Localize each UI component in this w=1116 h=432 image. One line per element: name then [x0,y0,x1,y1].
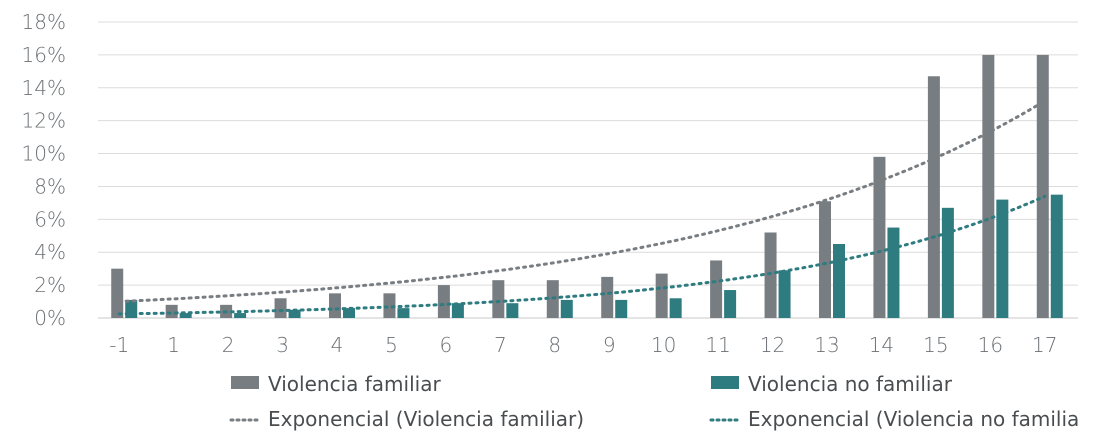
bar-violencia-familiar [165,304,178,318]
legend-swatch-violencia-no-familiar [711,376,739,389]
x-tick-label: 13 [814,333,839,357]
bar-violencia-no-familiar [451,303,464,318]
legend-label-exp-familiar: Exponencial (Violencia familiar) [268,407,584,431]
y-tick-label: 8% [34,174,66,198]
bar-violencia-no-familiar [669,298,682,318]
bar-violencia-no-familiar [1050,194,1063,318]
bar-violencia-familiar [383,293,396,318]
y-tick-label: 16% [22,43,66,67]
bar-violencia-no-familiar [724,290,737,318]
bar-violencia-no-familiar [887,227,900,318]
x-tick-label: 4 [331,333,344,357]
gridlines [98,21,1078,319]
x-tick-label: 5 [385,333,398,357]
bar-violencia-no-familiar [506,303,519,318]
bar-violencia-familiar [873,156,886,318]
x-tick-label: 3 [276,333,289,357]
bar-violencia-no-familiar [397,308,410,318]
x-tick-label: 17 [1032,333,1057,357]
bar-violencia-familiar [329,293,341,318]
x-tick-label: 11 [705,333,730,357]
y-tick-label: 18% [22,10,66,34]
x-tick-label: 9 [603,333,616,357]
legend-label-violencia-no-familiar: Violencia no familiar [748,372,953,396]
y-tick-label: 6% [34,207,66,231]
x-tick-label: 14 [869,333,894,357]
bar-violencia-familiar [1036,54,1049,319]
bar-violencia-familiar [764,232,777,318]
y-tick-label: 4% [34,240,66,264]
legend-swatch-violencia-familiar [231,376,259,389]
x-axis-ticks: -1 1 2 3 4 5 6 7 8 9 10 11 12 13 14 15 16 17 [109,333,1057,357]
bar-violencia-familiar [655,273,668,318]
legend-label-exp-no-familiar: Exponencial (Violencia no familia [748,407,1079,431]
bar-violencia-familiar [601,276,614,318]
bar-violencia-familiar [982,54,995,319]
bar-violencia-familiar [437,285,450,318]
bar-violencia-familiar [111,268,124,318]
bar-violencia-no-familiar [778,270,791,318]
legend-label-violencia-familiar: Violencia familiar [268,372,441,396]
bar-violencia-familiar [710,260,723,318]
trendlines [117,99,1047,316]
x-tick-label: 8 [548,333,561,357]
y-tick-label: 2% [34,273,66,297]
bar-violencia-no-familiar [941,207,954,318]
bar-violencia-no-familiar [833,244,845,318]
bar-violencia-no-familiar [234,313,247,318]
bars [111,54,1063,319]
x-tick-label: 12 [760,333,785,357]
x-tick-label: -1 [109,333,129,357]
y-tick-label: 12% [22,109,66,133]
x-tick-label: 10 [651,333,676,357]
y-tick-label: 14% [22,76,66,100]
x-tick-label: 16 [978,333,1003,357]
bar-violencia-no-familiar [179,313,192,318]
x-tick-label: 2 [222,333,235,357]
y-tick-label: 0% [34,306,66,330]
bar-violencia-no-familiar [615,299,628,318]
bar-violencia-familiar [927,76,940,319]
bar-violencia-no-familiar [288,309,301,318]
x-tick-label: 6 [440,333,453,357]
bar-violencia-no-familiar [560,299,573,318]
bar-violencia-familiar [819,201,831,318]
y-axis-ticks: 0% 2% 4% 6% 8% 10% 12% 14% 16% 18% [22,10,66,330]
bar-violencia-no-familiar [996,199,1009,318]
trendline-no-familiar [117,194,1047,316]
trendline-familiar [117,99,1047,304]
bar-violencia-no-familiar [343,308,355,318]
legend: Violencia familiar Violencia no familiar… [229,372,1079,431]
bar-violencia-familiar [492,280,505,318]
bar-violencia-familiar [274,298,287,318]
x-tick-label: 7 [494,333,507,357]
x-tick-label: 1 [167,333,180,357]
x-tick-label: 15 [923,333,948,357]
y-tick-label: 10% [22,142,66,166]
